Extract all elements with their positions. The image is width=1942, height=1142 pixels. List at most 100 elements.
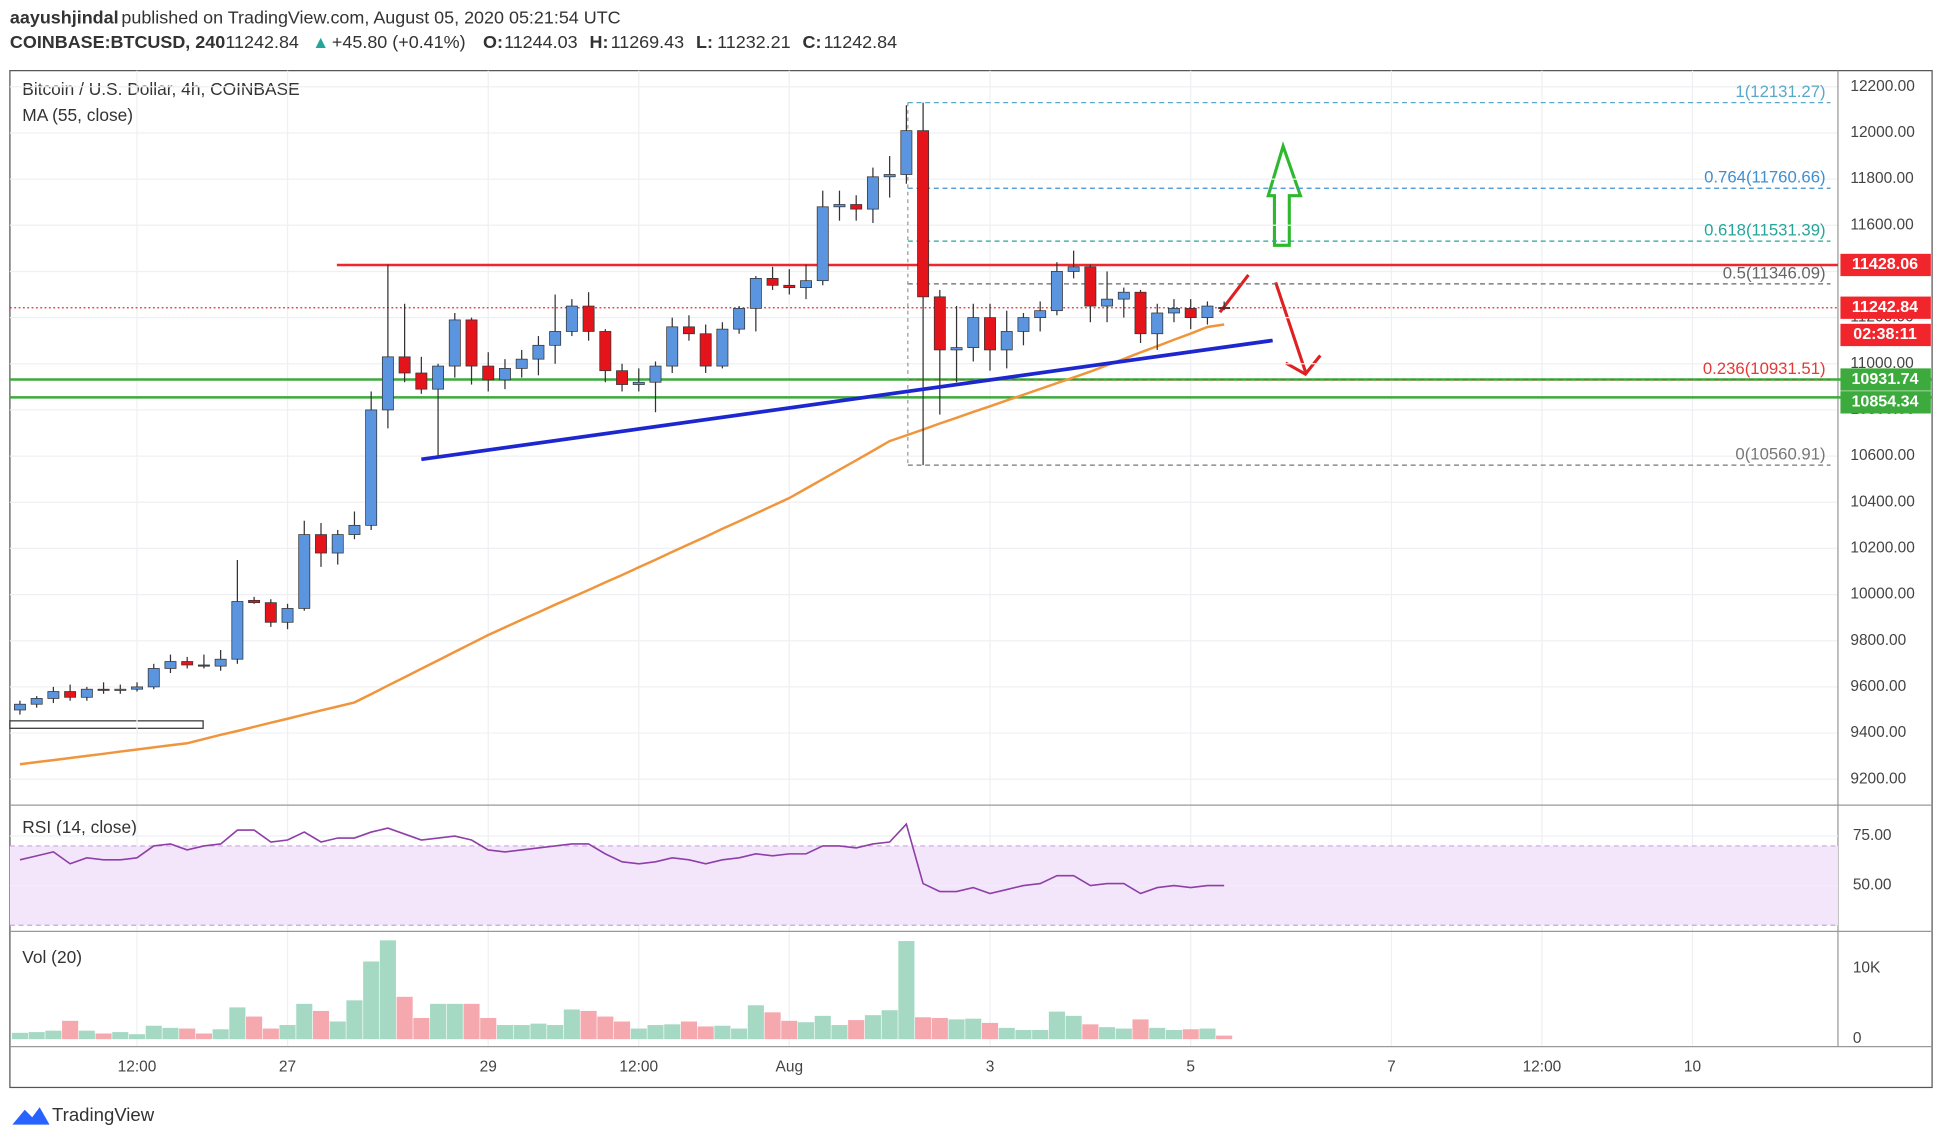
- volume-bar: [848, 1020, 865, 1040]
- candle-body: [1117, 291, 1130, 300]
- x-tick-label: 29: [480, 1059, 497, 1076]
- candle-body: [1168, 308, 1180, 314]
- volume-bar: [1048, 1011, 1065, 1040]
- x-tick-label: 5: [1186, 1059, 1195, 1076]
- resistance-badge-text: 11428.06: [1852, 255, 1918, 273]
- candle-body: [181, 661, 194, 666]
- symbol: COINBASE:BTCUSD, 240: [10, 32, 225, 52]
- countdown-badge-bg: [1840, 323, 1931, 347]
- candle-body: [147, 668, 160, 688]
- volume-bar: [898, 941, 915, 1040]
- candle-body: [900, 130, 913, 175]
- candle-body: [298, 534, 311, 609]
- volume-bar: [965, 1018, 982, 1040]
- candle-body: [1050, 271, 1063, 312]
- support-badge: 10931.74: [1840, 368, 1931, 391]
- volume-bar: [296, 1003, 313, 1040]
- volume-bar: [496, 1025, 514, 1040]
- candle-body: [315, 534, 327, 554]
- fib-label: 0.764(11760.66): [1704, 168, 1825, 187]
- candle-body: [733, 308, 746, 330]
- volume-bar: [530, 1023, 547, 1040]
- candle-body: [866, 176, 879, 210]
- candle-body: [64, 691, 77, 698]
- candle-body: [1084, 266, 1097, 307]
- candle-body: [365, 409, 378, 526]
- candle-body: [47, 691, 60, 699]
- volume-bar: [881, 1010, 898, 1040]
- y-tick-label: 11600.00: [1850, 216, 1913, 233]
- volume-bar: [212, 1029, 229, 1040]
- ohlc-key: O:: [483, 32, 503, 52]
- candle-body: [331, 534, 344, 554]
- brand: TradingView: [52, 1104, 155, 1125]
- volume-bar: [11, 1032, 28, 1040]
- candle-body: [716, 328, 729, 367]
- y-tick-label: 11800.00: [1850, 170, 1913, 187]
- candle-body: [582, 305, 595, 332]
- volume-bar: [329, 1021, 346, 1040]
- volume-bar: [312, 1010, 330, 1040]
- volume-bar: [95, 1033, 112, 1040]
- volume-bar: [363, 961, 380, 1040]
- candle-body: [131, 686, 143, 690]
- fib-label: 0(10560.91): [1735, 445, 1825, 464]
- volume-bar: [1099, 1027, 1116, 1040]
- volume-bar: [229, 1007, 246, 1040]
- candle-body: [499, 368, 511, 381]
- countdown-badge-text: 02:38:11: [1853, 325, 1917, 343]
- candle-body: [281, 608, 294, 623]
- volume-bar: [480, 1017, 497, 1040]
- volume-bar: [948, 1019, 965, 1040]
- candle-body: [683, 326, 695, 335]
- candle-body: [482, 365, 495, 381]
- volume-bar: [731, 1028, 748, 1040]
- candle-body: [532, 344, 545, 360]
- last-price-badge-text: 11242.84: [1852, 298, 1918, 316]
- candle-body: [197, 664, 210, 667]
- volume-bar: [915, 1017, 932, 1040]
- ohlc-key: L:: [696, 32, 713, 52]
- rsi-tick-label: 75.00: [1853, 827, 1892, 844]
- volume-bar: [613, 1021, 631, 1040]
- rsi-line: [19, 822, 1225, 895]
- volume-bar: [379, 940, 396, 1040]
- candle-body: [984, 317, 996, 351]
- candle-body: [1067, 266, 1080, 272]
- volume-bar: [781, 1020, 798, 1040]
- volume-bar: [1032, 1029, 1049, 1040]
- volume-bar: [747, 1005, 764, 1040]
- candle-body: [381, 356, 394, 411]
- y-tick-label: 12000.00: [1850, 124, 1915, 141]
- volume-bar: [128, 1034, 146, 1040]
- volume-bar: [647, 1025, 664, 1040]
- candle-body: [432, 365, 445, 390]
- candle-body: [666, 326, 679, 367]
- volume-bar: [513, 1025, 530, 1040]
- logo: [12, 1107, 50, 1125]
- volume-bar: [1165, 1029, 1183, 1040]
- ohlc-key: C:: [803, 32, 822, 52]
- volume-bar: [463, 1003, 480, 1040]
- candle-body: [164, 661, 177, 669]
- candle-body: [1017, 317, 1030, 332]
- volume-bar: [1015, 1029, 1032, 1040]
- volume-bar: [547, 1025, 564, 1040]
- trendline: [421, 338, 1273, 462]
- ma-legend: MA (55, close): [22, 105, 133, 125]
- ohlc-value: 11242.84: [824, 32, 898, 52]
- resistance-badge-bg: [1840, 253, 1931, 277]
- volume-bar: [112, 1032, 129, 1040]
- candle-body: [1101, 298, 1114, 307]
- fib-label: 0.236(10931.51): [1703, 359, 1826, 378]
- x-tick-label: 7: [1387, 1059, 1396, 1076]
- y-tick-label: 9600.00: [1850, 678, 1906, 695]
- volume-bar: [1082, 1024, 1099, 1040]
- volume-bar: [831, 1025, 848, 1040]
- support-badge-bg: [1840, 368, 1931, 391]
- ohlc-key: H:: [590, 32, 609, 52]
- up-arrow: [1266, 141, 1303, 247]
